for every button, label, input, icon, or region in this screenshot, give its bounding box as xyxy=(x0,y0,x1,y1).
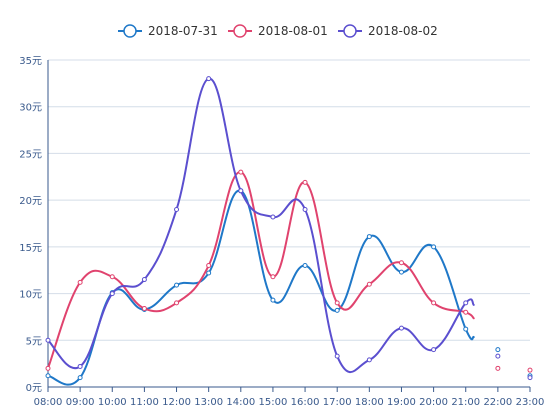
x-tick-label: 23:00 xyxy=(516,397,545,408)
data-point[interactable] xyxy=(366,357,372,363)
data-point[interactable] xyxy=(366,281,372,287)
data-point[interactable] xyxy=(495,347,501,353)
x-tick-label: 08:00 xyxy=(34,397,63,408)
data-point[interactable] xyxy=(174,300,180,306)
data-point[interactable] xyxy=(77,375,83,381)
y-tick-label: 5元 xyxy=(26,336,42,347)
y-tick-label: 20元 xyxy=(19,196,42,207)
data-point[interactable] xyxy=(463,326,469,332)
data-point[interactable] xyxy=(77,279,83,285)
legend-item[interactable]: 2018-07-31 xyxy=(118,24,218,38)
x-tick-label: 16:00 xyxy=(291,397,320,408)
legend-marker xyxy=(123,24,137,38)
data-point[interactable] xyxy=(366,234,372,240)
data-point[interactable] xyxy=(270,274,276,280)
series-line xyxy=(47,171,475,370)
data-point[interactable] xyxy=(463,309,469,315)
data-point[interactable] xyxy=(431,244,437,250)
series-line xyxy=(47,77,475,373)
data-point[interactable] xyxy=(398,269,404,275)
data-point[interactable] xyxy=(431,300,437,306)
y-tick-label: 35元 xyxy=(19,56,42,67)
series-line xyxy=(47,189,475,386)
x-tick-label: 21:00 xyxy=(451,397,480,408)
legend: 2018-07-31 2018-08-01 2018-08-02 xyxy=(118,24,438,38)
data-point[interactable] xyxy=(141,277,147,283)
legend-item[interactable]: 2018-08-02 xyxy=(338,24,438,38)
data-point[interactable] xyxy=(174,282,180,288)
y-tick-label: 0元 xyxy=(26,383,42,394)
data-point[interactable] xyxy=(206,270,212,276)
data-point[interactable] xyxy=(45,365,51,371)
series-2 xyxy=(45,169,533,373)
data-point[interactable] xyxy=(302,263,308,269)
data-point[interactable] xyxy=(206,76,212,82)
y-tick-label: 25元 xyxy=(19,149,42,160)
data-point[interactable] xyxy=(141,306,147,312)
data-point[interactable] xyxy=(270,297,276,303)
legend-marker xyxy=(233,24,247,38)
x-tick-label: 15:00 xyxy=(259,397,288,408)
x-tick-label: 10:00 xyxy=(98,397,127,408)
data-point[interactable] xyxy=(238,188,244,194)
data-point[interactable] xyxy=(45,337,51,343)
data-point[interactable] xyxy=(495,365,501,371)
grid-lines xyxy=(48,59,530,341)
x-tick-label: 14:00 xyxy=(226,397,255,408)
data-point[interactable] xyxy=(398,325,404,331)
data-point[interactable] xyxy=(45,373,51,379)
series-3 xyxy=(45,76,533,381)
data-point[interactable] xyxy=(431,347,437,353)
x-tick-label: 11:00 xyxy=(130,397,159,408)
legend-marker xyxy=(343,24,357,38)
data-point[interactable] xyxy=(398,260,404,266)
data-point[interactable] xyxy=(109,274,115,280)
data-point[interactable] xyxy=(77,363,83,369)
legend-label: 2018-08-01 xyxy=(258,24,328,38)
x-tick-label: 13:00 xyxy=(194,397,223,408)
data-point[interactable] xyxy=(238,169,244,175)
legend-label: 2018-08-02 xyxy=(368,24,438,38)
y-tick-label: 30元 xyxy=(19,103,42,114)
y-tick-label: 10元 xyxy=(19,290,42,301)
data-point[interactable] xyxy=(206,263,212,269)
data-point[interactable] xyxy=(302,179,308,185)
data-point[interactable] xyxy=(334,307,340,313)
data-point[interactable] xyxy=(527,375,533,381)
data-point[interactable] xyxy=(302,206,308,212)
data-point[interactable] xyxy=(270,214,276,220)
data-point[interactable] xyxy=(527,367,533,373)
data-point[interactable] xyxy=(495,353,501,359)
data-point[interactable] xyxy=(174,206,180,212)
x-tick-label: 09:00 xyxy=(66,397,95,408)
x-tick-label: 17:00 xyxy=(323,397,352,408)
data-point[interactable] xyxy=(334,300,340,306)
data-point[interactable] xyxy=(334,353,340,359)
legend-label: 2018-07-31 xyxy=(148,24,218,38)
x-tick-label: 22:00 xyxy=(483,397,512,408)
x-tick-label: 20:00 xyxy=(419,397,448,408)
legend-item[interactable]: 2018-08-01 xyxy=(228,24,328,38)
data-point[interactable] xyxy=(463,300,469,306)
y-tick-label: 15元 xyxy=(19,243,42,254)
x-tick-label: 19:00 xyxy=(387,397,416,408)
x-tick-label: 18:00 xyxy=(355,397,384,408)
data-point[interactable] xyxy=(109,291,115,297)
x-tick-label: 12:00 xyxy=(162,397,191,408)
